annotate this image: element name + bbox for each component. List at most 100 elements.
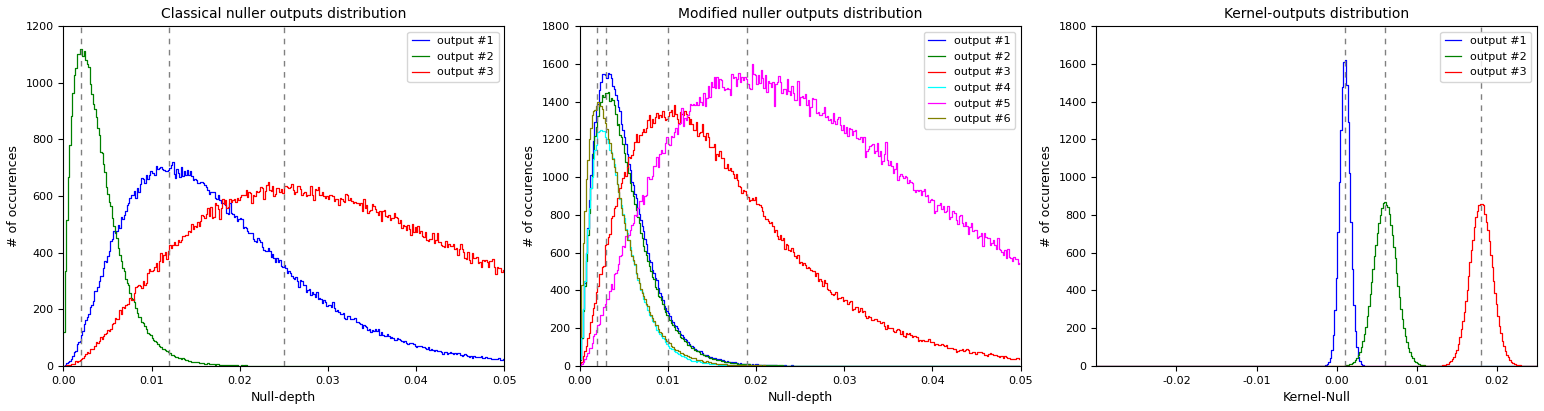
output #2 [428, 363, 446, 368]
output #1 [1336, 58, 1354, 63]
output #2 [834, 363, 852, 368]
Line: output #6: output #6 [581, 102, 1019, 366]
output #3 [834, 298, 852, 303]
output #6 [971, 363, 990, 368]
Title: Classical nuller outputs distribution: Classical nuller outputs distribution [161, 7, 406, 21]
output #2 [326, 363, 344, 368]
output #2 [599, 90, 618, 95]
output #6 [834, 363, 852, 368]
output #2 [811, 363, 829, 368]
output #2 [943, 363, 962, 368]
output #3 [571, 359, 590, 364]
output #3 [841, 299, 860, 304]
output #6 [588, 99, 607, 104]
output #1 [571, 357, 590, 362]
output #2 [1089, 363, 1107, 368]
output #3 [56, 363, 74, 368]
output #2 [318, 363, 337, 368]
output #1 [834, 363, 852, 368]
Line: output #5: output #5 [581, 64, 1019, 366]
output #1 [798, 363, 817, 368]
output #2 [835, 363, 854, 368]
Legend: output #1, output #2, output #3: output #1, output #2, output #3 [408, 32, 499, 82]
Line: output #3: output #3 [581, 106, 1019, 364]
Line: output #3: output #3 [63, 182, 503, 366]
output #1 [835, 363, 854, 368]
output #3 [258, 180, 276, 185]
output #4 [835, 363, 854, 368]
output #2 [1459, 363, 1478, 368]
Line: output #1: output #1 [581, 74, 1019, 366]
output #6 [843, 363, 862, 368]
output #6 [943, 363, 962, 368]
output #5 [834, 122, 852, 127]
output #1 [1089, 363, 1107, 368]
Line: output #2: output #2 [581, 92, 1019, 366]
X-axis label: Null-depth: Null-depth [252, 391, 317, 404]
output #2 [71, 46, 90, 51]
output #3 [1487, 301, 1505, 306]
output #6 [1010, 363, 1028, 368]
output #1 [571, 335, 590, 340]
output #4 [1010, 363, 1028, 368]
output #3 [832, 295, 851, 300]
output #2 [1487, 363, 1505, 368]
output #3 [1470, 201, 1488, 206]
output #2 [455, 363, 474, 368]
output #2 [843, 363, 862, 368]
output #1 [1348, 354, 1366, 359]
output #1 [599, 71, 618, 76]
output #1 [162, 159, 181, 164]
output #4 [571, 357, 590, 362]
output #2 [1527, 363, 1544, 368]
output #1 [971, 363, 990, 368]
Legend: output #1, output #2, output #3, output #4, output #5, output #6: output #1, output #2, output #3, output … [923, 32, 1014, 129]
output #2 [56, 269, 74, 274]
output #1 [1459, 363, 1478, 368]
output #1 [943, 363, 962, 368]
Line: output #4: output #4 [581, 130, 1019, 366]
output #6 [571, 334, 590, 339]
output #2 [1376, 199, 1394, 204]
output #1 [1487, 363, 1505, 368]
output #1 [1010, 363, 1028, 368]
output #1 [454, 353, 472, 358]
output #3 [1089, 363, 1107, 368]
output #3 [1346, 363, 1365, 368]
Title: Kernel-outputs distribution: Kernel-outputs distribution [1224, 7, 1410, 21]
output #2 [54, 330, 73, 335]
output #6 [835, 363, 854, 368]
output #4 [571, 335, 590, 339]
output #5 [743, 62, 761, 67]
output #3 [454, 249, 472, 254]
Y-axis label: # of occurences: # of occurences [1039, 145, 1053, 247]
output #1 [1087, 363, 1106, 368]
output #2 [571, 358, 590, 363]
output #5 [970, 233, 988, 238]
output #2 [1346, 356, 1365, 360]
output #1 [324, 306, 343, 311]
output #3 [1356, 363, 1374, 368]
output #3 [1348, 363, 1366, 368]
Line: output #2: output #2 [1096, 202, 1536, 366]
output #3 [54, 363, 73, 368]
output #2 [259, 363, 278, 368]
output #3 [1527, 363, 1544, 368]
output #4 [591, 127, 610, 132]
Title: Modified nuller outputs distribution: Modified nuller outputs distribution [678, 7, 922, 21]
Legend: output #1, output #2, output #3: output #1, output #2, output #3 [1441, 32, 1532, 82]
Line: output #3: output #3 [1096, 203, 1536, 366]
output #2 [1010, 363, 1028, 368]
output #2 [494, 363, 513, 368]
output #2 [1348, 353, 1366, 358]
output #6 [571, 282, 590, 287]
output #1 [54, 363, 73, 368]
Line: output #2: output #2 [63, 49, 503, 366]
output #3 [426, 238, 445, 242]
output #1 [426, 348, 445, 353]
output #3 [324, 198, 343, 203]
output #3 [317, 194, 335, 199]
output #1 [494, 356, 513, 361]
output #6 [792, 363, 811, 368]
X-axis label: Null-depth: Null-depth [767, 391, 832, 404]
